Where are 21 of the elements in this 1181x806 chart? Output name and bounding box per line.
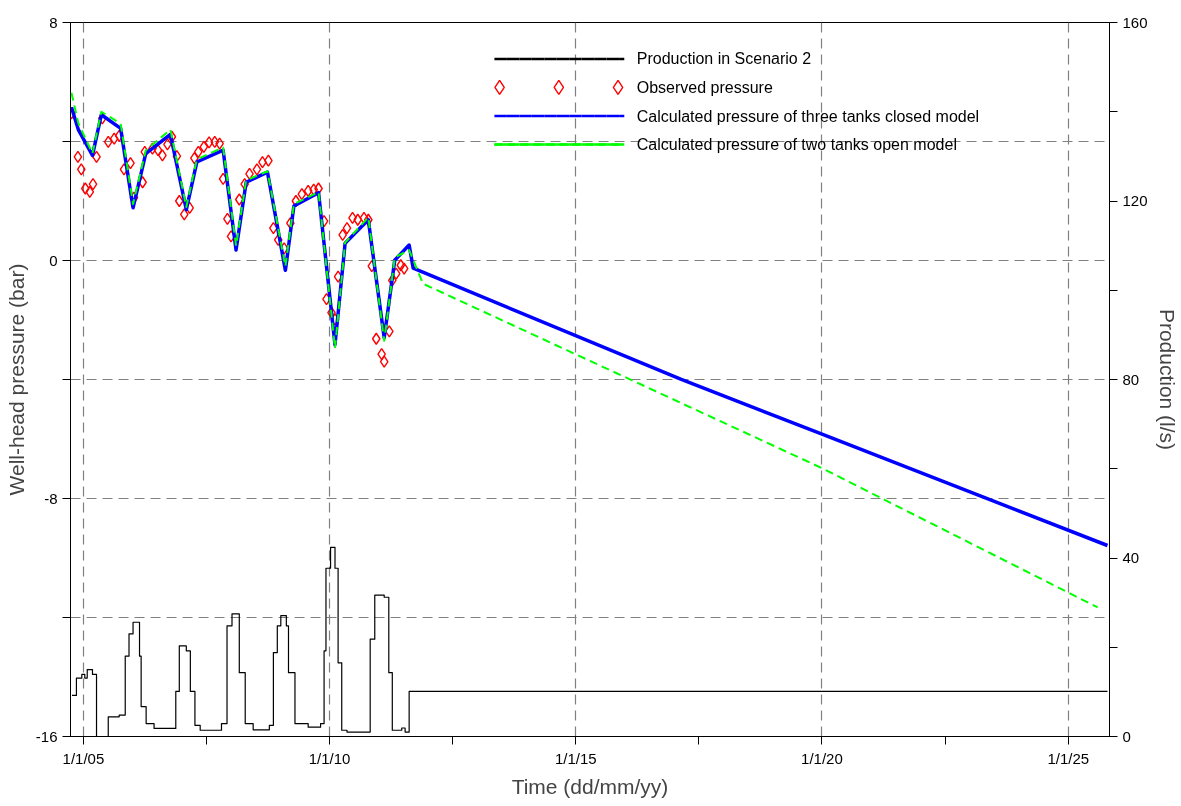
x-tick-label: 1/1/20 xyxy=(801,749,843,767)
y2-tick-label: 0 xyxy=(1122,727,1131,745)
x-tick-label: 1/1/15 xyxy=(554,749,597,767)
y2-tick-label: 40 xyxy=(1122,549,1140,566)
x-tick-label: 1/1/05 xyxy=(62,749,105,767)
y-tick-label: -16 xyxy=(35,727,58,745)
x-tick-label: 1/1/25 xyxy=(1047,749,1090,767)
y2-tick-label: 120 xyxy=(1122,192,1148,209)
legend-label: Calculated pressure of three tanks closed model xyxy=(636,107,980,125)
x-axis-title: Time (dd/mm/yy) xyxy=(511,774,669,798)
legend-label: Calculated pressure of two tanks open model xyxy=(636,136,957,154)
y-tick-label: 0 xyxy=(49,251,58,269)
legend-label: Observed pressure xyxy=(636,78,773,96)
y-tick-label: 8 xyxy=(49,13,58,31)
y2-tick-label: 80 xyxy=(1122,370,1140,388)
y-axis-title: Well-head pressure (bar) xyxy=(4,263,28,496)
x-tick-label: 1/1/10 xyxy=(308,749,351,767)
y2-tick-label: 160 xyxy=(1122,13,1148,31)
legend-label: Production in Scenario 2 xyxy=(636,50,812,68)
y2-axis-title: Production (l/s) xyxy=(1155,308,1179,451)
y-tick-label: -8 xyxy=(44,489,58,507)
